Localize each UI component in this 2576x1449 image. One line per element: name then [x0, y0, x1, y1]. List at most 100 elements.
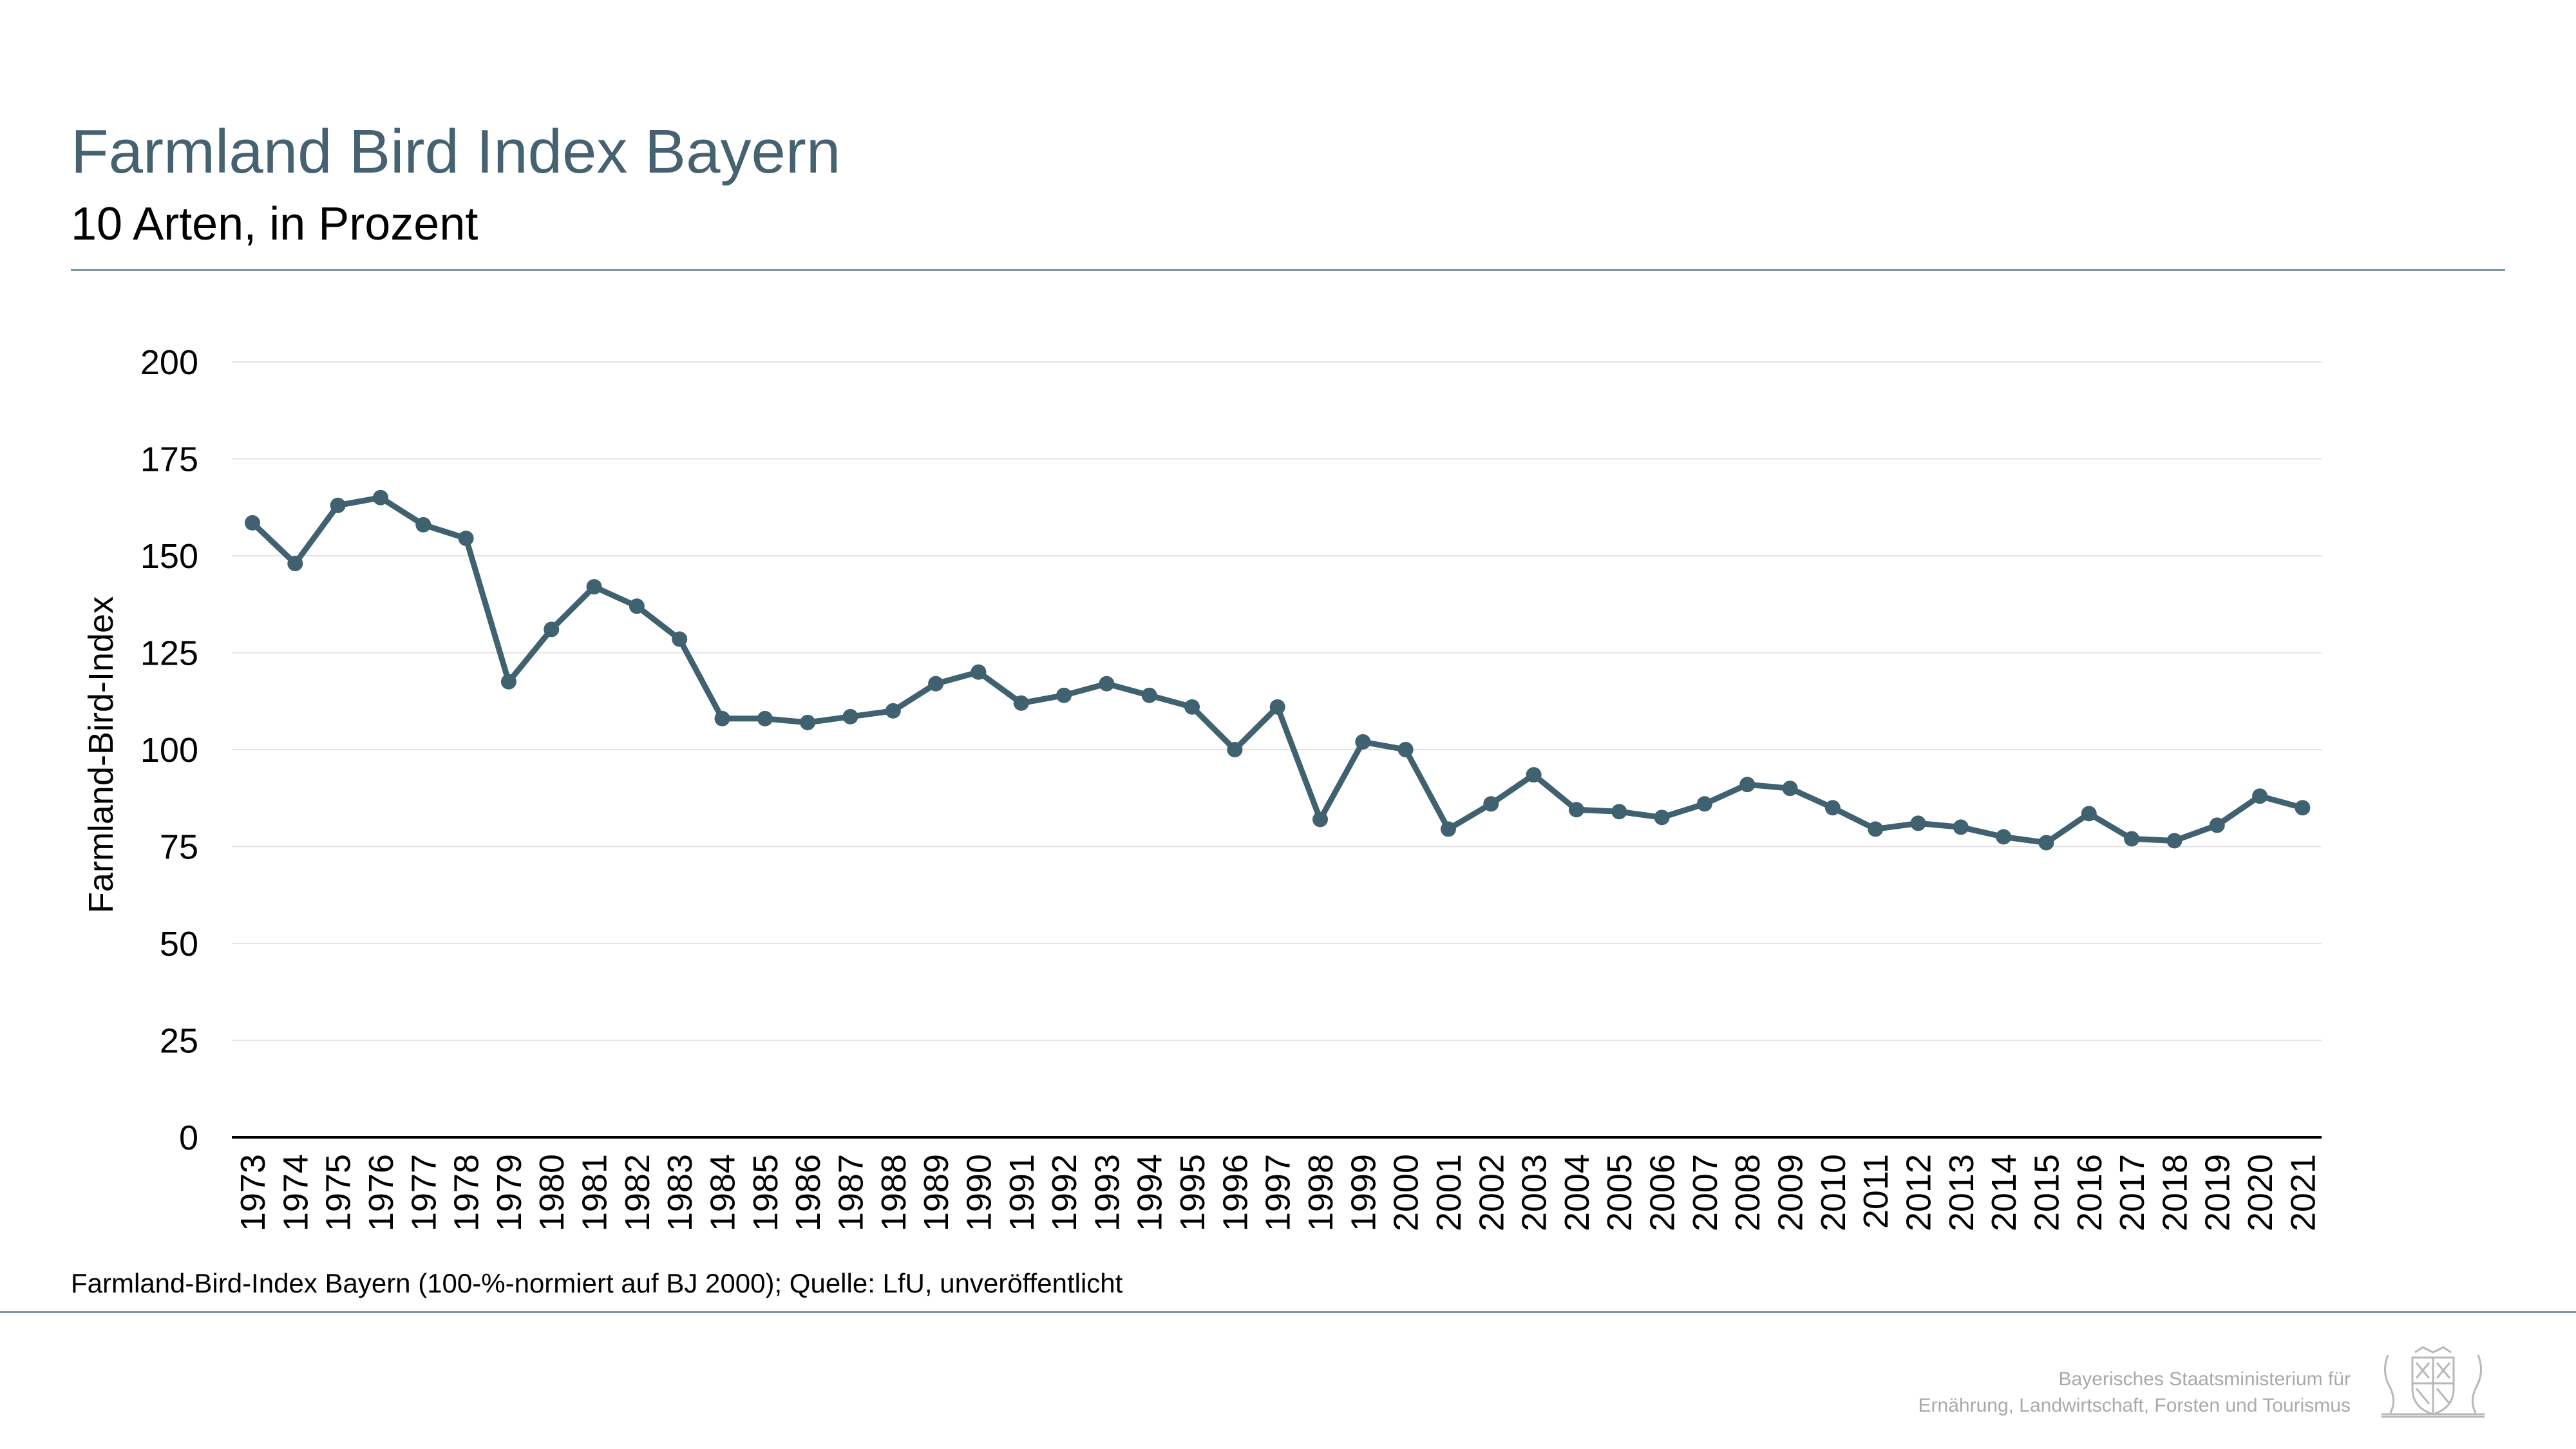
data-point-1994	[1141, 687, 1157, 703]
data-point-1999	[1355, 734, 1371, 750]
data-point-1992	[1056, 687, 1072, 703]
x-tick-label-1991: 1991	[1003, 1154, 1041, 1231]
data-point-1995	[1184, 699, 1200, 715]
data-point-2019	[2209, 817, 2225, 833]
x-tick-label-2020: 2020	[2241, 1154, 2280, 1231]
y-tick-label-175: 175	[140, 440, 198, 479]
x-tick-label-2014: 2014	[1985, 1154, 2023, 1231]
y-tick-label-100: 100	[140, 731, 198, 770]
x-tick-label-1979: 1979	[490, 1154, 529, 1231]
data-point-1989	[928, 676, 944, 692]
data-point-2000	[1397, 742, 1414, 757]
y-axis-label: Farmland-Bird-Index	[82, 596, 120, 913]
x-tick-label-2017: 2017	[2113, 1154, 2152, 1231]
x-tick-label-2005: 2005	[1600, 1154, 1639, 1231]
data-point-2002	[1483, 796, 1499, 812]
data-point-2009	[1782, 781, 1798, 797]
x-tick-label-1985: 1985	[746, 1154, 785, 1231]
series-line	[249, 495, 2306, 846]
x-tick-label-2006: 2006	[1643, 1154, 1682, 1231]
bavarian-coat-of-arms-icon	[2382, 1346, 2485, 1418]
x-tick-label-1978: 1978	[448, 1154, 486, 1231]
data-point-1981	[586, 579, 602, 595]
data-point-2005	[1611, 804, 1627, 820]
header-divider	[71, 269, 2505, 271]
x-tick-label-2012: 2012	[1899, 1154, 1938, 1231]
x-tick-label-2013: 2013	[1942, 1154, 1981, 1231]
x-tick-label-1992: 1992	[1045, 1154, 1084, 1231]
x-tick-label-1980: 1980	[533, 1154, 571, 1231]
y-tick-label-125: 125	[140, 634, 198, 673]
x-tick-label-2008: 2008	[1728, 1154, 1767, 1231]
x-tick-label-2021: 2021	[2284, 1154, 2322, 1231]
data-point-1987	[842, 708, 858, 724]
x-tick-label-1997: 1997	[1259, 1154, 1298, 1231]
source-note: Farmland-Bird-Index Bayern (100-%-normie…	[71, 1268, 1123, 1298]
x-tick-label-1989: 1989	[917, 1154, 956, 1231]
x-tick-label-1993: 1993	[1088, 1154, 1126, 1231]
data-point-1990	[971, 664, 987, 680]
data-point-1975	[330, 497, 346, 513]
y-axis-ticks: 0 25 50 75 100 125 150 175 200	[140, 343, 198, 1157]
x-tick-label-1998: 1998	[1302, 1154, 1340, 1231]
x-tick-label-2001: 2001	[1430, 1154, 1468, 1231]
x-tick-label-2003: 2003	[1515, 1154, 1554, 1231]
x-tick-label-1995: 1995	[1173, 1154, 1212, 1231]
y-tick-label-50: 50	[160, 925, 198, 963]
x-tick-label-1986: 1986	[789, 1154, 828, 1231]
data-point-2013	[1953, 819, 1969, 835]
data-point-2007	[1696, 796, 1712, 812]
x-tick-label-1987: 1987	[831, 1154, 870, 1231]
data-point-2008	[1739, 777, 1756, 793]
y-tick-label-150: 150	[140, 537, 198, 576]
x-tick-label-2004: 2004	[1558, 1154, 1596, 1231]
data-point-2011	[1868, 821, 1884, 837]
x-tick-label-1994: 1994	[1131, 1154, 1170, 1231]
x-tick-label-2007: 2007	[1686, 1154, 1725, 1231]
y-tick-label-75: 75	[160, 828, 198, 867]
x-tick-label-2019: 2019	[2199, 1154, 2237, 1231]
data-point-1984	[714, 710, 730, 726]
data-point-1977	[415, 516, 431, 533]
data-point-1985	[757, 710, 773, 726]
y-tick-label-25: 25	[160, 1022, 198, 1061]
data-point-2017	[2124, 831, 2140, 847]
series-index	[245, 489, 2311, 851]
data-point-1974	[287, 556, 303, 572]
data-point-2001	[1440, 821, 1456, 837]
data-point-2004	[1568, 802, 1584, 818]
ministry-name-line-1: Bayerisches Staatsministerium für	[2058, 1368, 2351, 1390]
x-tick-label-1988: 1988	[875, 1154, 913, 1231]
data-point-1979	[500, 674, 516, 690]
x-tick-label-2010: 2010	[1814, 1154, 1853, 1231]
data-point-1997	[1269, 699, 1285, 715]
x-tick-label-1981: 1981	[576, 1154, 614, 1231]
data-point-2020	[2252, 788, 2268, 804]
x-tick-label-2002: 2002	[1472, 1154, 1511, 1231]
y-tick-label-0: 0	[179, 1119, 198, 1157]
data-point-1983	[672, 631, 688, 647]
data-point-1991	[1013, 695, 1029, 711]
x-tick-label-2011: 2011	[1857, 1154, 1895, 1229]
data-point-1982	[629, 598, 645, 614]
x-tick-label-1975: 1975	[319, 1154, 358, 1231]
data-point-2016	[2081, 806, 2097, 822]
x-tick-label-1973: 1973	[234, 1154, 272, 1231]
x-tick-label-2018: 2018	[2155, 1154, 2194, 1231]
data-point-2012	[1910, 815, 1926, 831]
x-tick-label-1977: 1977	[404, 1154, 443, 1231]
data-point-2014	[1996, 829, 2012, 845]
x-tick-label-2000: 2000	[1387, 1154, 1426, 1231]
data-point-2021	[2295, 800, 2311, 816]
x-tick-label-1984: 1984	[704, 1154, 743, 1231]
x-tick-label-1990: 1990	[960, 1154, 998, 1231]
x-tick-label-2015: 2015	[2027, 1154, 2066, 1231]
x-axis-ticks: 1973 1974 1975 1976 1977 1978 1979 1980 1981 1982…	[234, 1154, 2322, 1231]
data-point-1976	[372, 489, 388, 506]
footer-divider	[0, 1311, 2576, 1313]
gridlines	[232, 361, 2322, 1041]
data-point-1996	[1227, 742, 1243, 757]
data-point-1978	[458, 530, 474, 546]
data-point-1986	[800, 714, 816, 730]
